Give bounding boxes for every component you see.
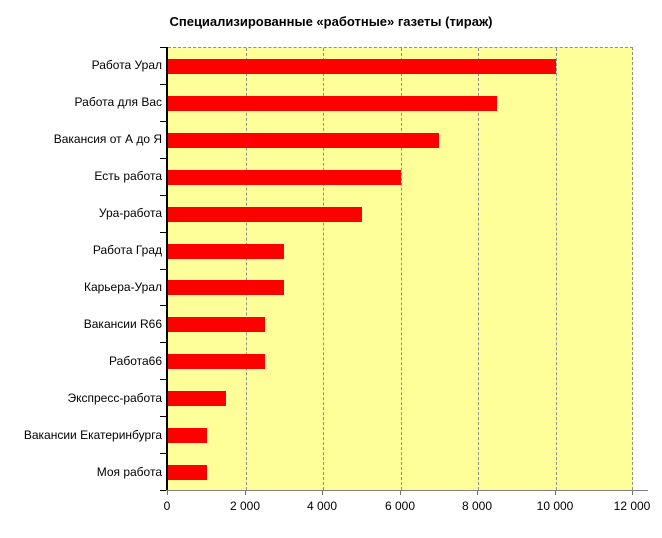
y-axis-line <box>166 47 168 491</box>
y-tick <box>160 158 166 159</box>
y-tick <box>160 84 166 85</box>
x-tick <box>400 491 401 495</box>
y-tick <box>160 47 166 48</box>
category-label: Есть работа <box>94 169 162 184</box>
gridline <box>555 48 557 490</box>
bar-4 <box>168 206 362 222</box>
x-tick-label: 6 000 <box>384 499 416 513</box>
category-label: Вакансии Екатеринбурга <box>23 427 162 442</box>
x-axis-line <box>166 490 648 491</box>
category-label: Карьера-Урал <box>83 279 162 294</box>
bar-1 <box>168 95 498 111</box>
y-tick <box>160 379 166 380</box>
x-tick-label: 0 <box>163 499 171 513</box>
category-label: Работа для Вас <box>74 95 162 110</box>
bar-9 <box>168 391 227 407</box>
x-tick <box>245 491 246 495</box>
bar-7 <box>168 317 265 333</box>
bar-10 <box>168 428 207 444</box>
x-tick-label: 2 000 <box>229 499 261 513</box>
bar-5 <box>168 243 285 259</box>
x-tick <box>632 491 633 495</box>
y-tick <box>160 453 166 454</box>
bar-0 <box>168 58 556 74</box>
x-tick <box>555 491 556 495</box>
y-tick <box>160 269 166 270</box>
category-label: Вакансия от А до Я <box>53 132 162 147</box>
category-label: Работа Урал <box>91 58 162 73</box>
y-tick <box>160 305 166 306</box>
x-tick-label: 12 000 <box>613 499 651 513</box>
bar-3 <box>168 169 401 185</box>
x-tick <box>167 491 168 495</box>
bar-8 <box>168 354 265 370</box>
x-tick-label: 8 000 <box>461 499 493 513</box>
category-label: Моя работа <box>96 464 162 479</box>
category-label: Работа66 <box>109 353 162 368</box>
x-tick-label: 10 000 <box>536 499 574 513</box>
bar-11 <box>168 465 207 481</box>
x-tick <box>322 491 323 495</box>
x-tick-label: 4 000 <box>306 499 338 513</box>
bar-6 <box>168 280 285 296</box>
chart-title: Специализированные «работные» газеты (ти… <box>169 14 493 29</box>
y-tick <box>160 232 166 233</box>
y-tick <box>160 195 166 196</box>
category-label: Ура-работа <box>98 206 162 221</box>
y-tick <box>160 342 166 343</box>
plot-area <box>168 47 633 490</box>
y-tick <box>160 121 166 122</box>
bar-2 <box>168 132 440 148</box>
x-tick <box>477 491 478 495</box>
y-tick <box>160 490 166 491</box>
gridline <box>400 48 402 490</box>
gridline <box>478 48 479 490</box>
y-tick <box>160 416 166 417</box>
category-label: Вакансии R66 <box>83 316 162 331</box>
gridline <box>323 48 324 490</box>
gridline <box>245 48 247 490</box>
category-label: Работа Град <box>92 243 162 258</box>
category-label: Экспресс-работа <box>67 390 162 405</box>
